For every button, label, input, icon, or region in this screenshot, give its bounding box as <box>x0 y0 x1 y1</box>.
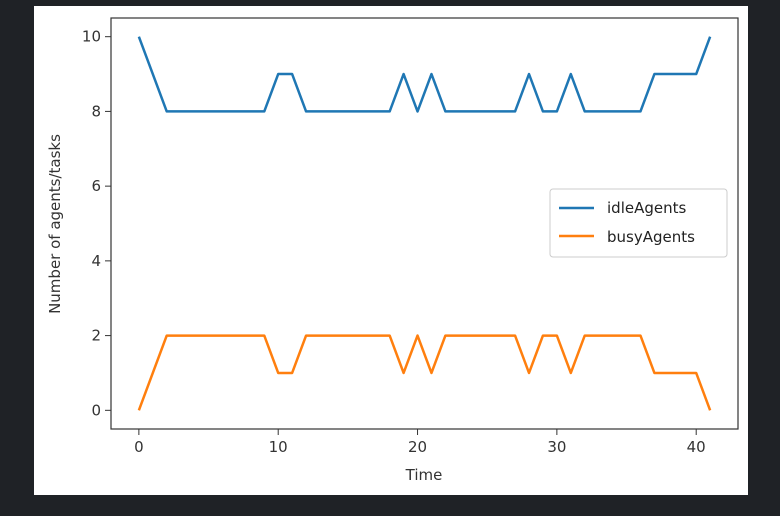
legend-label-busyagents: busyAgents <box>607 228 695 246</box>
series-line-idleagents <box>137 36 712 113</box>
series-line-busyagents <box>137 334 712 411</box>
x-axis-label: Time <box>405 466 443 484</box>
y-tick-label: 6 <box>91 177 101 195</box>
y-tick-label: 2 <box>91 327 101 345</box>
series-points-idleagents <box>138 36 711 112</box>
y-axis-label: Number of agents/tasks <box>46 134 64 314</box>
plot-area-frame <box>110 17 739 430</box>
x-tick-label: 30 <box>547 438 566 456</box>
x-tick-label: 20 <box>408 438 427 456</box>
y-tick-label: 4 <box>91 252 101 270</box>
y-tick-label: 10 <box>82 28 101 46</box>
x-tick-label: 40 <box>687 438 706 456</box>
x-tick-label: 0 <box>134 438 144 456</box>
y-tick-label: 8 <box>91 102 101 120</box>
line-chart: 0 10 20 30 40 0 2 4 6 8 10 Time Number of agents/t… <box>46 17 739 484</box>
ticks-layer: 0 10 20 30 40 0 2 4 6 8 10 <box>82 28 706 456</box>
series-layer <box>137 36 712 411</box>
y-tick-label: 0 <box>91 401 101 419</box>
series-points-busyagents <box>138 335 711 411</box>
x-tick-label: 10 <box>269 438 288 456</box>
chart-figure: 0 10 20 30 40 0 2 4 6 8 10 Time Number of agents/t… <box>34 6 748 495</box>
legend-frame <box>549 188 728 258</box>
legend: idleAgents busyAgents <box>549 188 728 258</box>
legend-label-idleagents: idleAgents <box>607 199 686 217</box>
